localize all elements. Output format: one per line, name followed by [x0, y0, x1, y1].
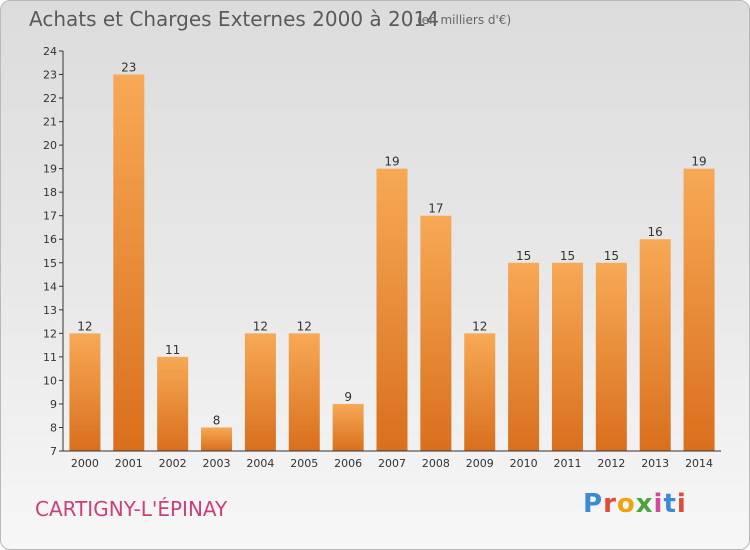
- x-tick-label: 2011: [553, 457, 581, 470]
- y-tick-label: 17: [43, 210, 57, 223]
- chart-subtitle: (en milliers d'€): [417, 13, 512, 27]
- y-axis: 7 8 9 10 11 12 13 14 15 16 17 18 19 20 21 22 23 24: [43, 45, 64, 458]
- bar-2007: [376, 168, 408, 451]
- x-tick-label: 2009: [466, 457, 494, 470]
- brand-letter: r: [603, 489, 617, 519]
- bar-2009: [464, 333, 496, 451]
- bar-value-label: 15: [604, 249, 619, 263]
- bar-value-label: 15: [516, 249, 531, 263]
- x-tick-label: 2012: [597, 457, 625, 470]
- x-tick-label: 2010: [510, 457, 538, 470]
- bar-value-label: 19: [691, 155, 706, 169]
- bar-value-label: 17: [428, 202, 443, 216]
- brand-letter: t: [663, 489, 677, 519]
- bar-value-label: 12: [77, 319, 92, 333]
- bar-2008: [420, 215, 452, 451]
- y-tick-label: 8: [50, 421, 57, 434]
- x-tick-label: 2007: [378, 457, 406, 470]
- x-tick-label: 2003: [203, 457, 231, 470]
- bar-value-label: 23: [121, 61, 136, 75]
- bar-value-label: 12: [253, 319, 268, 333]
- y-tick-label: 7: [50, 445, 57, 458]
- x-tick-label: 2001: [115, 457, 143, 470]
- y-tick-label: 15: [43, 257, 57, 270]
- y-tick-label: 19: [43, 163, 57, 176]
- x-axis: 2000 2001 2002 2003 2004 2005 2006 2007 2008 2009…: [63, 450, 721, 470]
- bar-value-label: 16: [648, 225, 663, 239]
- brand-letter: x: [635, 489, 654, 519]
- y-tick-label: 23: [43, 69, 57, 82]
- town-name: CARTIGNY-L'ÉPINAY: [35, 497, 228, 521]
- x-tick-label: 2002: [159, 457, 187, 470]
- bar-2012: [595, 262, 627, 451]
- x-tick-label: 2005: [290, 457, 318, 470]
- bar-2014: [683, 168, 715, 451]
- x-tick-label: 2006: [334, 457, 362, 470]
- x-tick-label: 2008: [422, 457, 450, 470]
- y-tick-label: 13: [43, 304, 57, 317]
- bar-value-label: 11: [165, 343, 180, 357]
- chart-title: Achats et Charges Externes 2000 à 2014: [29, 7, 439, 31]
- bar-value-label: 15: [560, 249, 575, 263]
- bar-value-label: 8: [213, 413, 221, 427]
- x-tick-label: 2000: [71, 457, 99, 470]
- bar-2005: [288, 333, 320, 451]
- proxiti-logo[interactable]: Proxiti: [583, 489, 687, 519]
- bar-value-label: 12: [472, 319, 487, 333]
- y-tick-label: 21: [43, 116, 57, 129]
- y-tick-label: 9: [50, 398, 57, 411]
- bar-2004: [244, 333, 276, 451]
- y-tick-label: 24: [43, 45, 57, 58]
- brand-letter: P: [583, 489, 604, 519]
- bar-value-label: 19: [384, 155, 399, 169]
- brand-letter: i: [653, 489, 664, 519]
- bar-2001: [113, 74, 145, 451]
- brand-letter: i: [676, 489, 687, 519]
- bar-2010: [508, 262, 540, 451]
- bar-value-label: 9: [344, 390, 352, 404]
- y-tick-label: 11: [43, 351, 57, 364]
- y-tick-label: 20: [43, 139, 57, 152]
- bar-2002: [157, 356, 189, 451]
- y-tick-label: 14: [43, 280, 57, 293]
- bar-2013: [639, 239, 671, 451]
- y-tick-label: 16: [43, 233, 57, 246]
- bar-2000: [69, 333, 101, 451]
- bars: 12 23 11 8 12 12 9 19 17 12 15 15 15 16 19: [69, 61, 715, 451]
- bar-2003: [201, 427, 233, 451]
- y-tick-label: 22: [43, 92, 57, 105]
- bar-value-label: 12: [297, 319, 312, 333]
- bar-2011: [551, 262, 583, 451]
- bar-2006: [332, 403, 364, 451]
- y-tick-label: 12: [43, 327, 57, 340]
- y-tick-label: 18: [43, 186, 57, 199]
- x-tick-label: 2014: [685, 457, 713, 470]
- x-tick-label: 2004: [246, 457, 274, 470]
- brand-letter: o: [616, 489, 636, 519]
- y-tick-label: 10: [43, 374, 57, 387]
- x-tick-label: 2013: [641, 457, 669, 470]
